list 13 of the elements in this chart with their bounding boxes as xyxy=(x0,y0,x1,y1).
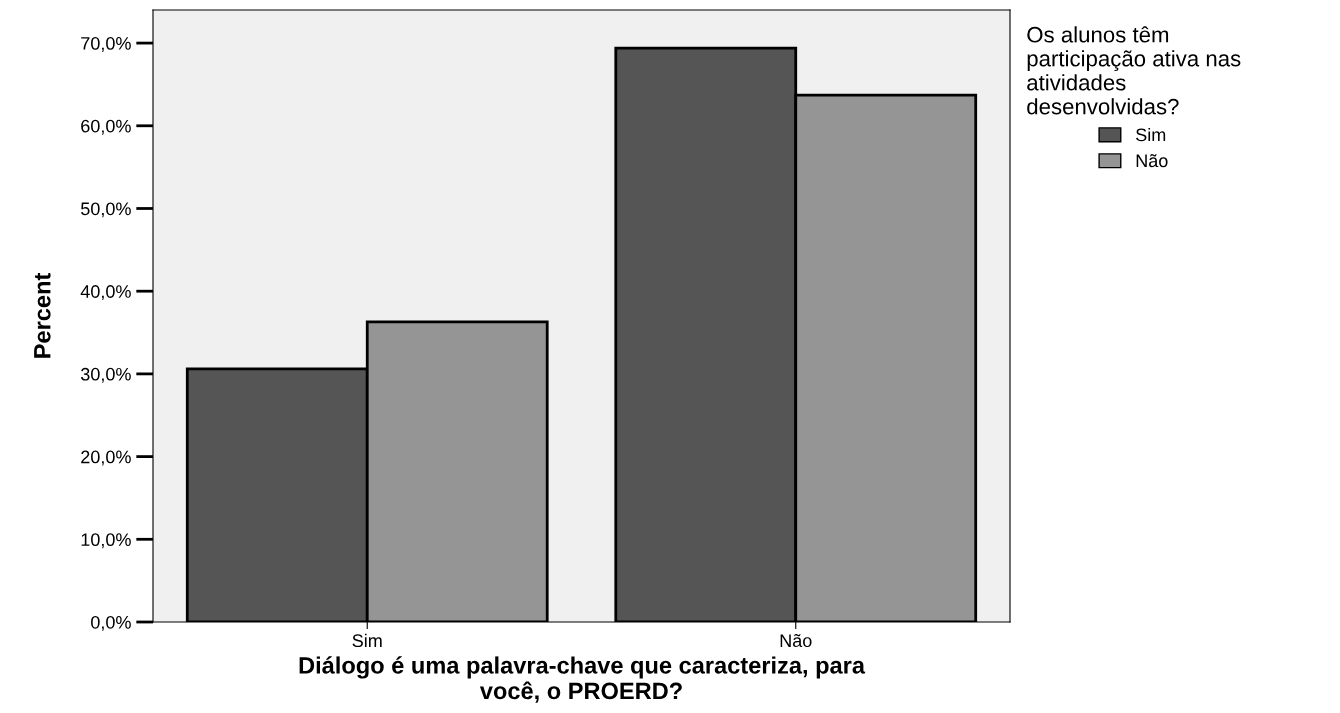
y-axis-title: Percent xyxy=(34,272,51,358)
legend-label: Não xyxy=(1136,154,1168,168)
y-tick-label: 20,0% xyxy=(81,450,131,466)
legend-title: Os alunos têm participação ativa nas atividades desenvolvidas? xyxy=(1027,26,1241,115)
y-tick-label: 50,0% xyxy=(81,202,131,218)
y-tick-label: 40,0% xyxy=(80,285,131,301)
y-tick-label: 10,0% xyxy=(81,533,131,549)
legend-label: Sim xyxy=(1136,127,1166,142)
y-tick-label: 0,0% xyxy=(91,615,131,631)
x-axis-title: Diálogo é uma palavra-chave que caracteriza, para você, o PROERD? xyxy=(299,656,866,703)
y-tick-label: 60,0% xyxy=(81,119,131,135)
y-tick-label: 70,0% xyxy=(81,37,131,52)
y-tick-label: 30,0% xyxy=(80,367,131,383)
